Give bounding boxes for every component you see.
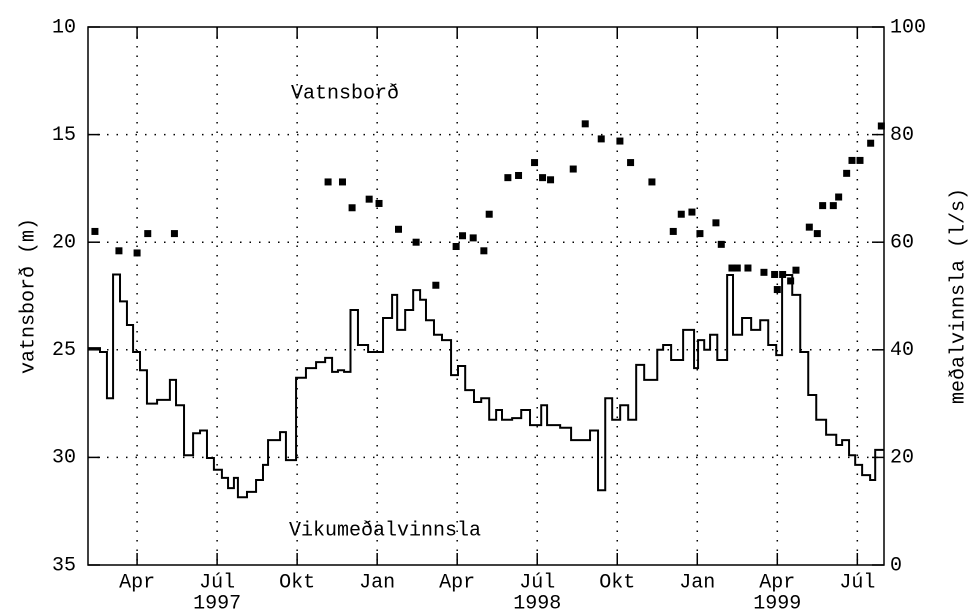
x-tick-label: Júl — [839, 571, 875, 594]
x-tick-label: Júl — [519, 571, 555, 594]
marker — [616, 137, 624, 145]
marker — [375, 199, 383, 207]
x-group-label: 1999 — [753, 592, 801, 613]
marker — [773, 286, 781, 294]
x-group-label: 1997 — [193, 592, 241, 613]
marker — [627, 159, 635, 167]
x-tick-label: Júl — [199, 571, 235, 594]
marker — [843, 169, 851, 177]
marker — [412, 238, 420, 246]
marker — [856, 156, 864, 164]
marker — [531, 159, 539, 167]
marker — [677, 210, 685, 218]
annotation: Vatnsborð — [291, 82, 399, 105]
marker — [760, 268, 768, 276]
y2-tick-label: 80 — [890, 124, 914, 147]
marker — [504, 174, 512, 182]
marker — [459, 232, 467, 240]
y2-tick-label: 0 — [890, 554, 902, 577]
marker — [115, 247, 123, 255]
marker — [744, 264, 752, 272]
marker — [728, 264, 736, 272]
marker — [348, 204, 356, 212]
marker — [829, 202, 837, 210]
marker — [877, 122, 885, 130]
y-tick-label: 35 — [52, 554, 76, 577]
marker — [547, 176, 555, 184]
marker — [515, 171, 523, 179]
x-tick-label: Apr — [119, 571, 155, 594]
step-line — [88, 273, 884, 499]
marker — [717, 240, 725, 248]
marker — [480, 247, 488, 255]
marker — [539, 174, 547, 182]
marker — [597, 135, 605, 143]
marker — [469, 234, 477, 242]
marker — [848, 156, 856, 164]
y-tick-label: 15 — [52, 124, 76, 147]
y2-tick-label: 20 — [890, 447, 914, 470]
marker — [432, 281, 440, 289]
marker — [569, 165, 577, 173]
y-tick-label: 20 — [52, 231, 76, 254]
marker — [452, 243, 460, 251]
y2-tick-label: 60 — [890, 231, 914, 254]
y-tick-label: 30 — [52, 447, 76, 470]
x-tick-label: Jan — [359, 571, 395, 594]
marker — [813, 230, 821, 238]
x-tick-label: Okt — [599, 571, 635, 594]
annotation: Vikumeðalvinnsla — [289, 519, 481, 542]
x-tick-label: Apr — [759, 571, 795, 594]
marker — [365, 195, 373, 203]
marker — [771, 270, 779, 278]
marker — [648, 178, 656, 186]
y2-tick-label: 100 — [890, 16, 926, 39]
marker — [485, 210, 493, 218]
marker — [733, 264, 741, 272]
marker — [91, 227, 99, 235]
y-tick-label: 10 — [52, 16, 76, 39]
marker — [688, 208, 696, 216]
marker — [581, 120, 589, 128]
marker — [133, 249, 141, 257]
x-group-label: 1998 — [513, 592, 561, 613]
marker — [696, 230, 704, 238]
marker — [324, 178, 332, 186]
y2-tick-label: 40 — [890, 339, 914, 362]
marker — [792, 266, 800, 274]
x-tick-label: Jan — [679, 571, 715, 594]
marker — [867, 139, 875, 147]
marker — [170, 230, 178, 238]
y2-axis-label: meðalvinnsla (l/s) — [947, 188, 970, 404]
marker — [805, 223, 813, 231]
marker — [669, 227, 677, 235]
x-tick-label: Apr — [439, 571, 475, 594]
marker — [712, 219, 720, 227]
x-tick-label: Okt — [279, 571, 315, 594]
plot-frame — [87, 26, 885, 566]
marker — [835, 193, 843, 201]
marker — [144, 230, 152, 238]
marker — [787, 277, 795, 285]
marker — [338, 178, 346, 186]
marker — [819, 202, 827, 210]
y-tick-label: 25 — [52, 339, 76, 362]
y-axis-label: vatnsborð (m) — [17, 218, 40, 374]
marker — [395, 225, 403, 233]
